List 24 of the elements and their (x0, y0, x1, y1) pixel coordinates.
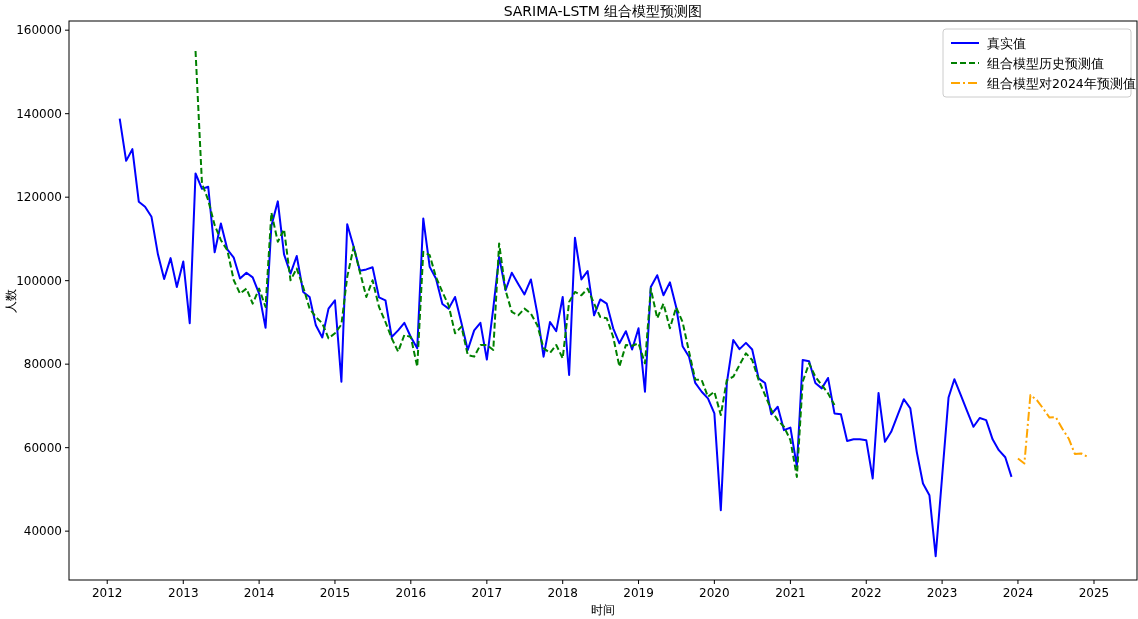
x-tick-label: 2022 (850, 586, 882, 600)
x-tick-label: 2016 (395, 586, 427, 600)
x-tick-label: 2024 (1002, 586, 1034, 600)
x-tick-label: 2017 (471, 586, 503, 600)
x-tick-label: 2025 (1078, 586, 1110, 600)
x-tick-label: 2018 (547, 586, 578, 600)
chart-title: SARIMA-LSTM 组合模型预测图 (503, 3, 703, 19)
y-axis-title: 人数 (4, 288, 18, 313)
y-tick-label: 40000 (23, 524, 62, 539)
y-tick-label: 160000 (16, 23, 62, 38)
x-tick-label: 2015 (319, 586, 351, 600)
x-tick-label: 2019 (623, 586, 654, 600)
x-axis-title: 时间 (591, 603, 615, 617)
y-tick-label: 60000 (23, 440, 62, 455)
y-tick-label: 140000 (16, 106, 62, 121)
x-tick-label: 2023 (926, 586, 958, 600)
y-tick-label: 120000 (16, 190, 62, 205)
x-tick-label: 2020 (699, 586, 730, 600)
x-tick-label: 2014 (243, 586, 275, 600)
y-tick-label: 80000 (23, 357, 62, 372)
x-tick-label: 2021 (775, 586, 806, 600)
x-tick-label: 2013 (168, 586, 199, 600)
x-tick-label: 2012 (91, 586, 123, 600)
y-tick-label: 100000 (16, 273, 62, 288)
